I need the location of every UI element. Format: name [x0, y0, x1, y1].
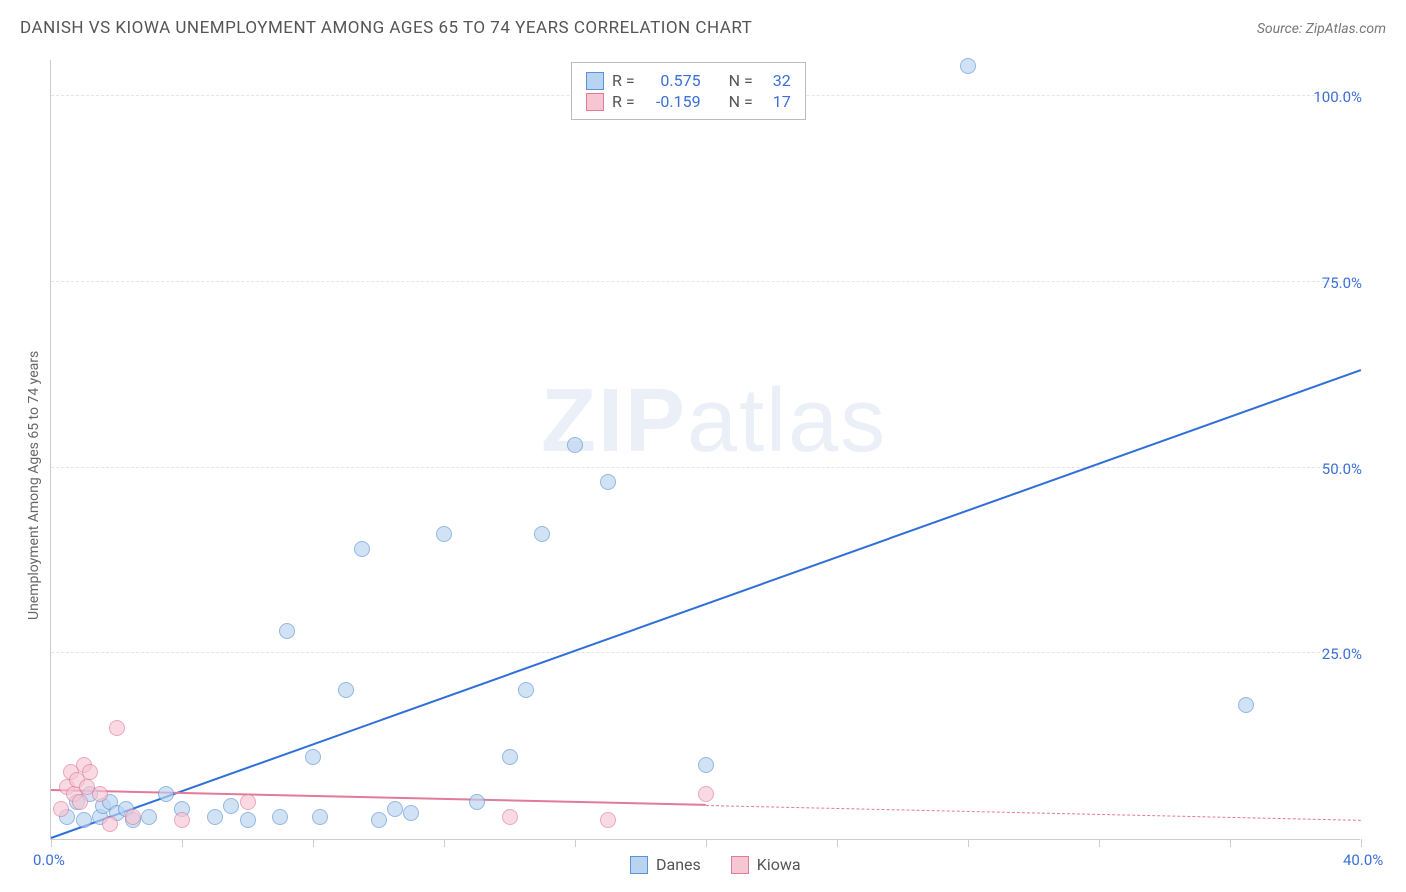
y-tick-label: 25.0% — [1322, 645, 1362, 663]
scatter-point-danes — [1238, 697, 1254, 713]
x-tick — [182, 839, 183, 847]
legend-item: Kiowa — [731, 855, 801, 874]
scatter-point-danes — [960, 58, 976, 74]
scatter-point-kiowa — [53, 801, 69, 817]
stat-n-label: N = — [729, 71, 753, 90]
trend-line-dashed — [706, 805, 1361, 821]
plot-area: ZIPatlas 25.0%50.0%75.0%100.0%0.0%40.0%R… — [50, 60, 1360, 840]
legend-swatch — [630, 856, 648, 874]
y-tick-label: 100.0% — [1313, 88, 1362, 106]
x-tick — [444, 839, 445, 847]
stat-r-label: R = — [612, 71, 635, 90]
scatter-point-danes — [567, 437, 583, 453]
chart-title: DANISH VS KIOWA UNEMPLOYMENT AMONG AGES … — [20, 18, 752, 38]
scatter-point-kiowa — [600, 812, 616, 828]
x-tick — [1230, 839, 1231, 847]
scatter-point-danes — [240, 812, 256, 828]
gridline-h — [51, 467, 1360, 468]
stat-r-value: -0.159 — [643, 92, 701, 111]
stat-r-value: 0.575 — [643, 71, 701, 90]
chart-header: DANISH VS KIOWA UNEMPLOYMENT AMONG AGES … — [20, 18, 1386, 38]
scatter-point-danes — [312, 809, 328, 825]
stat-n-value: 32 — [761, 71, 791, 90]
legend-label: Danes — [656, 855, 701, 874]
scatter-point-danes — [469, 794, 485, 810]
scatter-point-danes — [305, 749, 321, 765]
scatter-point-kiowa — [698, 786, 714, 802]
series-legend: Danes Kiowa — [630, 855, 801, 874]
stats-row: R = 0.575 N = 32 — [586, 71, 791, 90]
gridline-h — [51, 652, 1360, 653]
x-tick — [313, 839, 314, 847]
gridline-h — [51, 281, 1360, 282]
scatter-point-danes — [158, 786, 174, 802]
x-tick — [1099, 839, 1100, 847]
scatter-point-danes — [338, 682, 354, 698]
scatter-point-kiowa — [102, 816, 118, 832]
stats-box: R = 0.575 N = 32 R = -0.159 N = 17 — [571, 62, 806, 120]
scatter-point-danes — [279, 623, 295, 639]
scatter-point-danes — [371, 812, 387, 828]
legend-swatch — [586, 72, 604, 90]
scatter-point-kiowa — [72, 794, 88, 810]
scatter-point-danes — [387, 801, 403, 817]
scatter-point-kiowa — [82, 764, 98, 780]
scatter-point-danes — [76, 812, 92, 828]
y-tick-label: 75.0% — [1322, 274, 1362, 292]
watermark: ZIPatlas — [541, 370, 887, 473]
scatter-point-kiowa — [92, 786, 108, 802]
scatter-point-kiowa — [502, 809, 518, 825]
scatter-point-danes — [534, 526, 550, 542]
scatter-point-danes — [518, 682, 534, 698]
scatter-point-danes — [403, 805, 419, 821]
x-tick — [706, 839, 707, 847]
scatter-point-danes — [354, 541, 370, 557]
legend-swatch — [731, 856, 749, 874]
scatter-point-danes — [207, 809, 223, 825]
scatter-point-danes — [698, 757, 714, 773]
legend-item: Danes — [630, 855, 701, 874]
stats-row: R = -0.159 N = 17 — [586, 92, 791, 111]
scatter-point-danes — [600, 474, 616, 490]
x-tick — [968, 839, 969, 847]
legend-label: Kiowa — [757, 855, 801, 874]
chart-source: Source: ZipAtlas.com — [1257, 21, 1386, 37]
y-tick-label: 50.0% — [1322, 460, 1362, 478]
stat-n-value: 17 — [761, 92, 791, 111]
scatter-point-kiowa — [125, 809, 141, 825]
scatter-point-danes — [141, 809, 157, 825]
x-tick — [51, 839, 52, 847]
x-tick — [1361, 839, 1362, 847]
scatter-point-danes — [272, 809, 288, 825]
scatter-point-danes — [223, 798, 239, 814]
stat-n-label: N = — [729, 92, 753, 111]
x-tick-label: 40.0% — [1343, 851, 1383, 869]
scatter-point-kiowa — [109, 720, 125, 736]
stat-r-label: R = — [612, 92, 635, 111]
scatter-point-danes — [502, 749, 518, 765]
x-tick-label: 0.0% — [33, 851, 65, 869]
x-tick — [575, 839, 576, 847]
y-axis-label: Unemployment Among Ages 65 to 74 years — [26, 351, 42, 620]
legend-swatch — [586, 93, 604, 111]
scatter-point-kiowa — [240, 794, 256, 810]
scatter-point-danes — [436, 526, 452, 542]
scatter-point-kiowa — [174, 812, 190, 828]
x-tick — [837, 839, 838, 847]
